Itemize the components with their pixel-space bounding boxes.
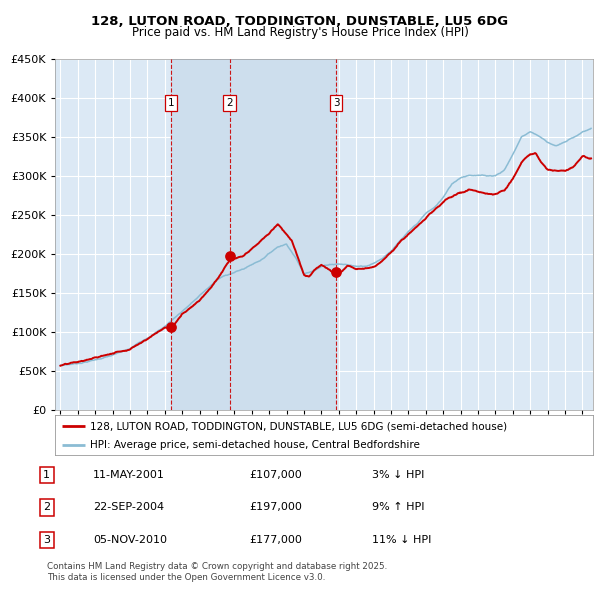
Text: 128, LUTON ROAD, TODDINGTON, DUNSTABLE, LU5 6DG: 128, LUTON ROAD, TODDINGTON, DUNSTABLE, … — [91, 15, 509, 28]
Text: 22-SEP-2004: 22-SEP-2004 — [93, 503, 164, 512]
Bar — [171, 59, 336, 410]
Text: 2: 2 — [43, 503, 50, 512]
Text: £177,000: £177,000 — [249, 535, 302, 545]
Text: 3: 3 — [332, 98, 340, 108]
Text: 3% ↓ HPI: 3% ↓ HPI — [372, 470, 424, 480]
Text: 11-MAY-2001: 11-MAY-2001 — [93, 470, 165, 480]
Text: 128, LUTON ROAD, TODDINGTON, DUNSTABLE, LU5 6DG (semi-detached house): 128, LUTON ROAD, TODDINGTON, DUNSTABLE, … — [90, 421, 507, 431]
Point — [166, 322, 176, 332]
Text: 1: 1 — [43, 470, 50, 480]
Text: 05-NOV-2010: 05-NOV-2010 — [93, 535, 167, 545]
Text: 3: 3 — [43, 535, 50, 545]
Text: 2: 2 — [226, 98, 233, 108]
Text: Contains HM Land Registry data © Crown copyright and database right 2025.: Contains HM Land Registry data © Crown c… — [47, 562, 387, 571]
Point — [331, 267, 341, 277]
Text: £197,000: £197,000 — [249, 503, 302, 512]
Text: 11% ↓ HPI: 11% ↓ HPI — [372, 535, 431, 545]
Text: HPI: Average price, semi-detached house, Central Bedfordshire: HPI: Average price, semi-detached house,… — [90, 440, 420, 450]
Text: £107,000: £107,000 — [249, 470, 302, 480]
Point — [225, 252, 235, 261]
Text: Price paid vs. HM Land Registry's House Price Index (HPI): Price paid vs. HM Land Registry's House … — [131, 26, 469, 39]
Text: 1: 1 — [168, 98, 175, 108]
Text: 9% ↑ HPI: 9% ↑ HPI — [372, 503, 425, 512]
Text: This data is licensed under the Open Government Licence v3.0.: This data is licensed under the Open Gov… — [47, 573, 325, 582]
